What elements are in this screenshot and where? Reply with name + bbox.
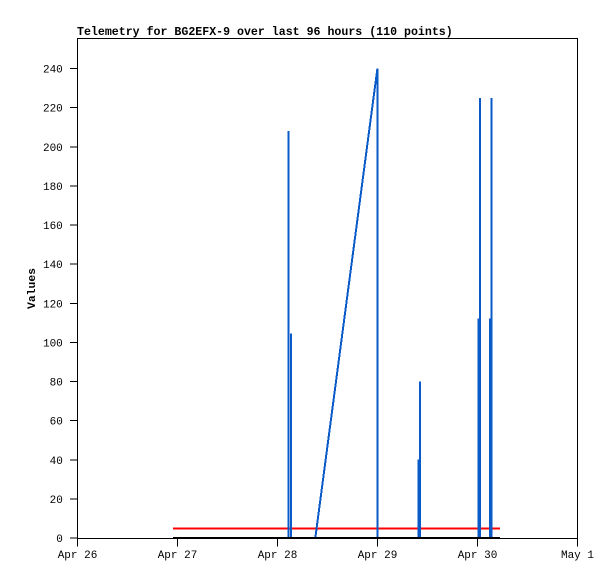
- svg-text:40: 40: [50, 456, 63, 468]
- svg-text:120: 120: [43, 299, 63, 311]
- svg-text:80: 80: [50, 378, 63, 390]
- svg-text:Apr 26: Apr 26: [58, 550, 98, 562]
- svg-text:60: 60: [50, 417, 63, 429]
- svg-text:Values: Values: [27, 268, 39, 309]
- svg-text:Apr 27: Apr 27: [158, 550, 198, 562]
- svg-text:140: 140: [43, 260, 63, 272]
- svg-text:0: 0: [56, 534, 63, 546]
- svg-text:Apr 28: Apr 28: [258, 550, 298, 562]
- svg-text:Apr 30: Apr 30: [458, 550, 498, 562]
- svg-text:240: 240: [43, 65, 63, 77]
- svg-text:20: 20: [50, 495, 63, 507]
- svg-text:Apr 29: Apr 29: [358, 550, 398, 562]
- svg-text:100: 100: [43, 338, 63, 350]
- svg-text:Telemetry for BG2EFX-9 over la: Telemetry for BG2EFX-9 over last 96 hour…: [77, 26, 453, 39]
- svg-text:May 1: May 1: [561, 550, 594, 562]
- svg-text:220: 220: [43, 104, 63, 116]
- svg-text:200: 200: [43, 143, 63, 155]
- svg-text:180: 180: [43, 182, 63, 194]
- svg-text:160: 160: [43, 221, 63, 233]
